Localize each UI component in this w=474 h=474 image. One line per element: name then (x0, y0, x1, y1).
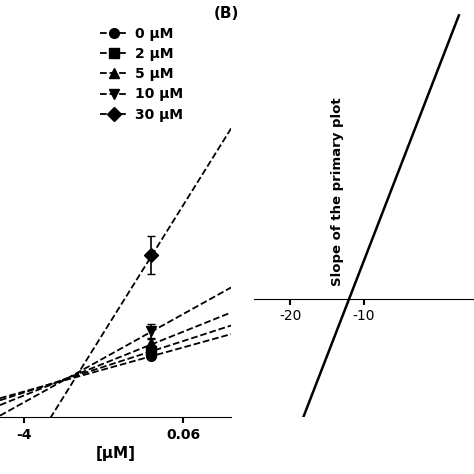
Legend: 0 μM, 2 μM, 5 μM, 10 μM, 30 μM: 0 μM, 2 μM, 5 μM, 10 μM, 30 μM (95, 21, 189, 128)
Text: (B): (B) (214, 6, 239, 21)
Text: Slope of the primary plot: Slope of the primary plot (331, 98, 344, 286)
X-axis label: [μM]: [μM] (96, 446, 136, 461)
